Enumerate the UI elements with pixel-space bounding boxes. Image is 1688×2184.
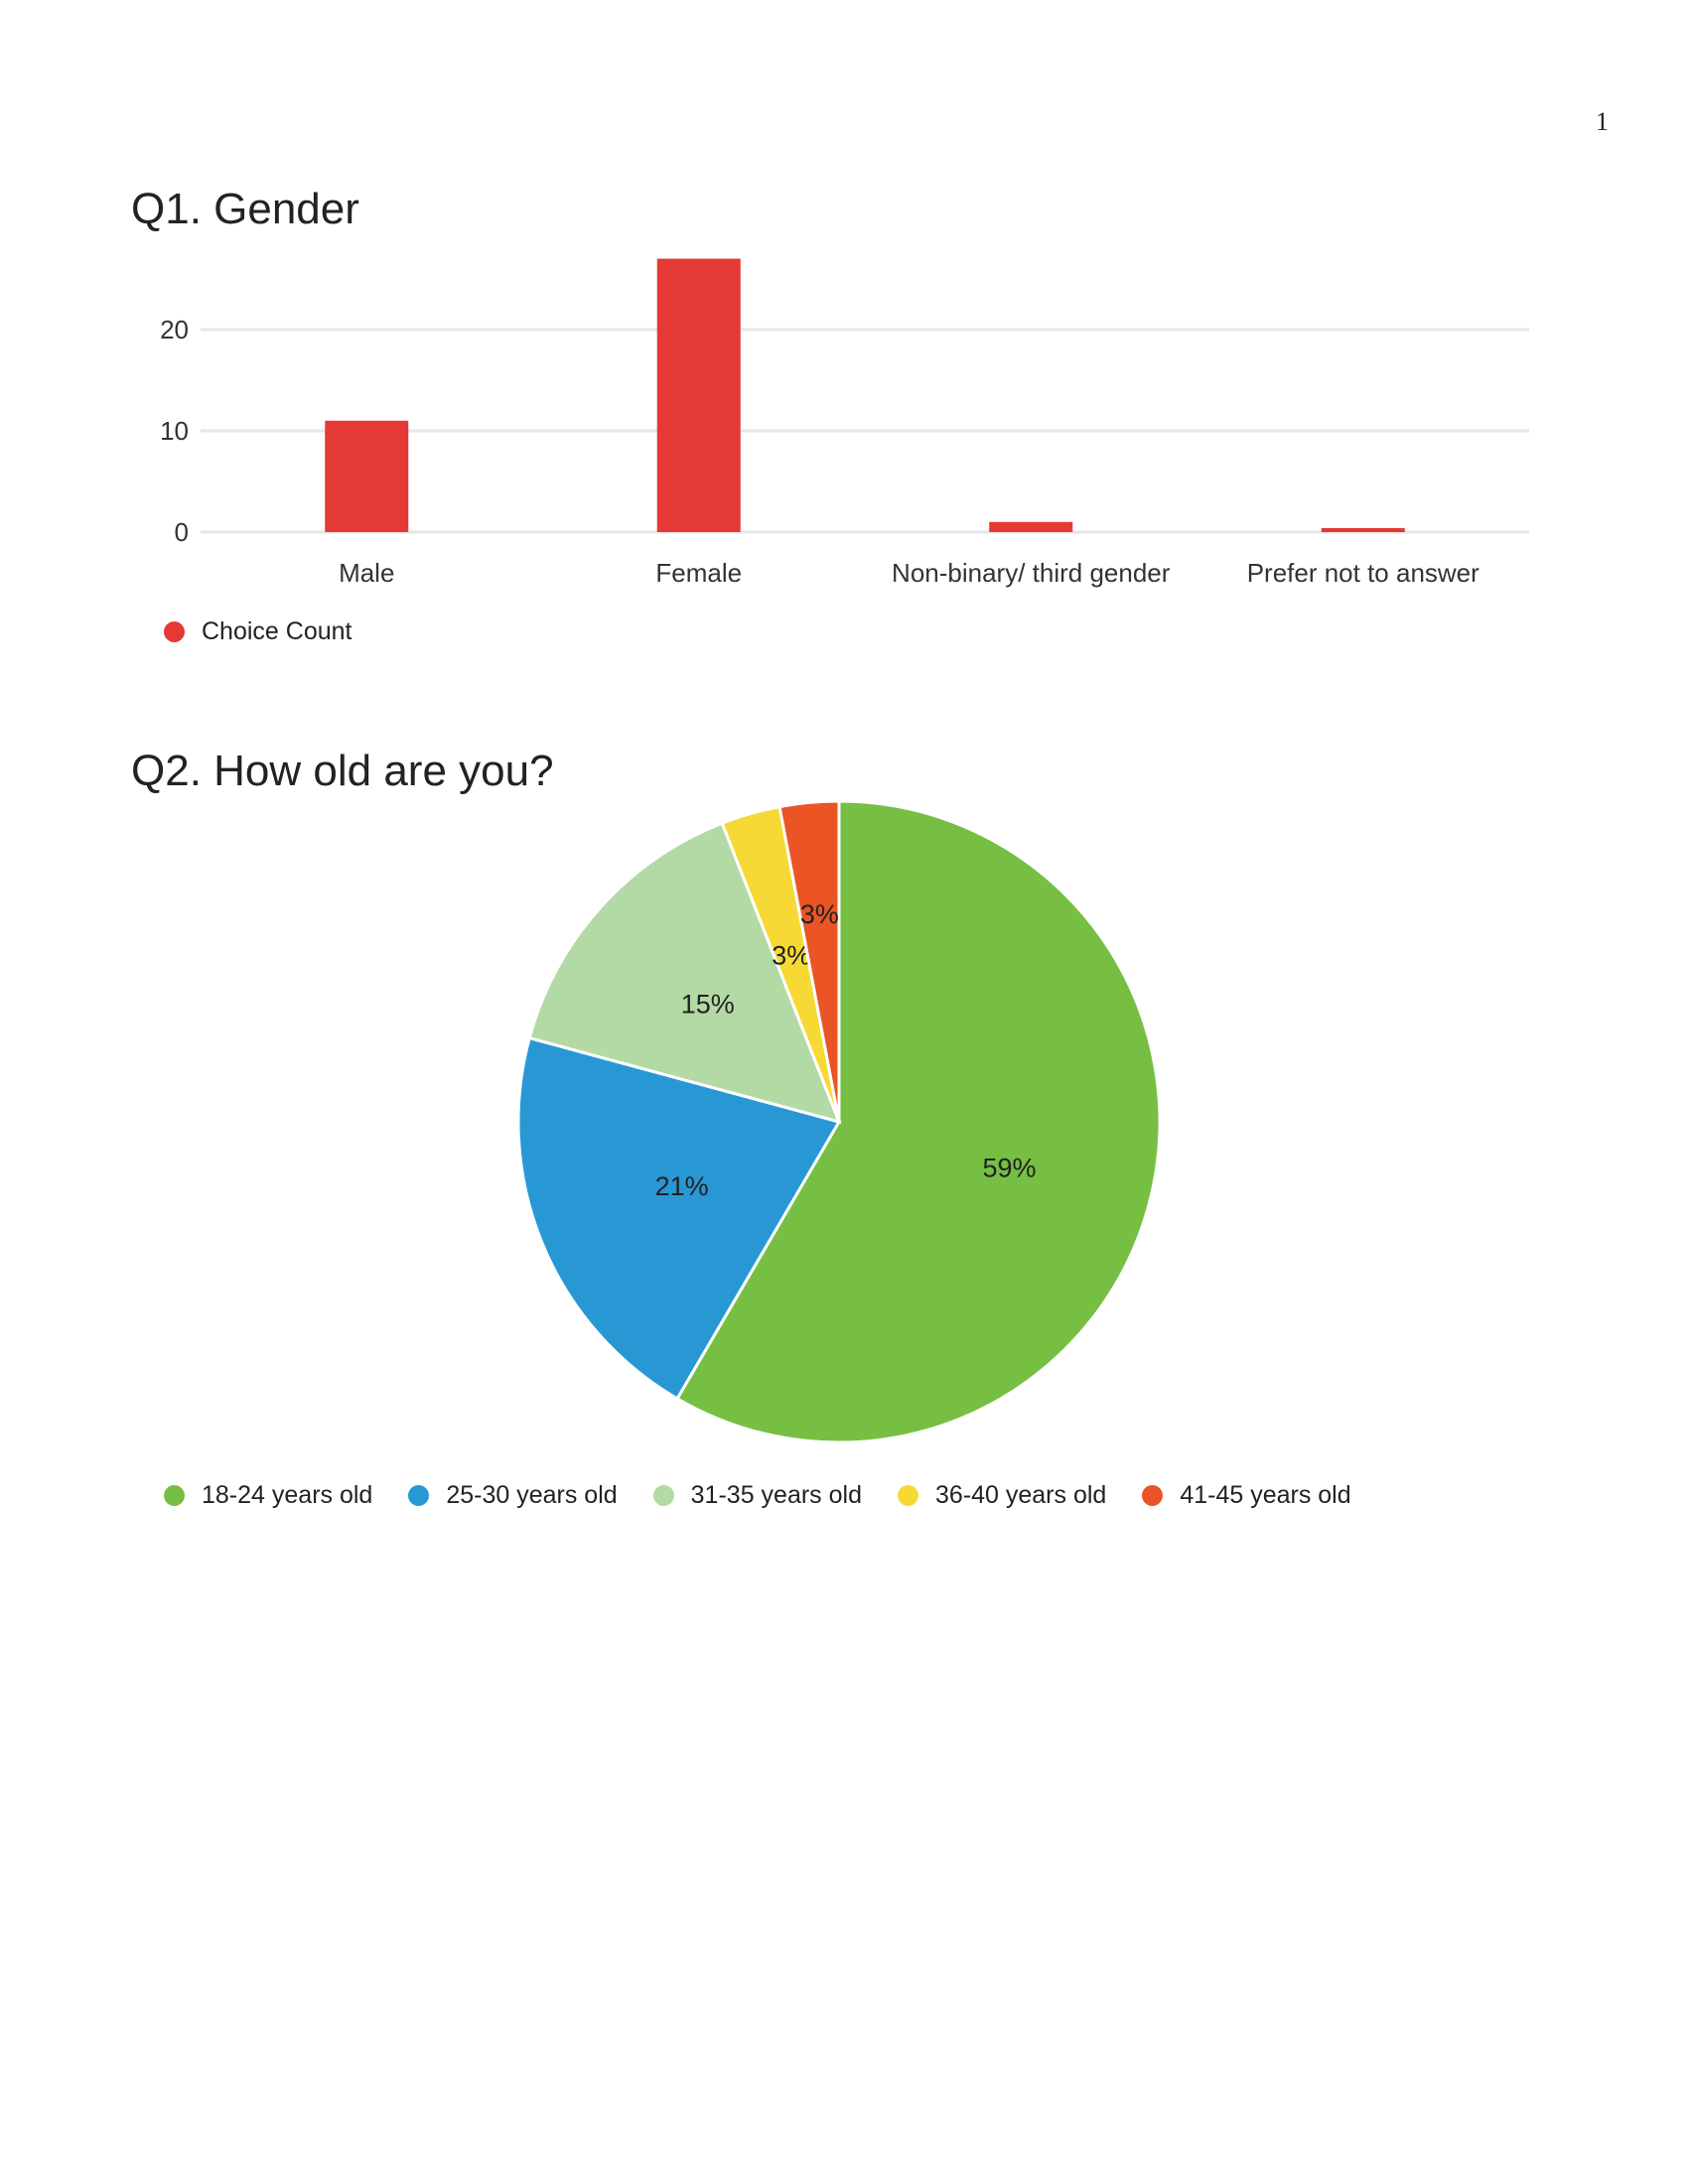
legend-label: Choice Count xyxy=(202,617,352,645)
legend-item: Choice Count xyxy=(164,617,352,646)
pie-slice xyxy=(527,821,842,1125)
age-chart-title: Q2. How old are you? xyxy=(131,747,554,795)
bar xyxy=(1321,527,1405,532)
bar xyxy=(989,521,1073,532)
legend-item: 41-45 years old xyxy=(1142,1481,1351,1510)
bar xyxy=(656,258,741,532)
pie-slice xyxy=(777,799,841,1123)
legend-label: 41-45 years old xyxy=(1180,1481,1351,1509)
age-chart-legend: 18-24 years old 25-30 years old 31-35 year… xyxy=(164,1481,1387,1510)
legend-swatch xyxy=(1142,1485,1164,1506)
slice-value-label: 21% xyxy=(655,1171,709,1201)
y-tick-label: 10 xyxy=(160,416,189,446)
legend-swatch xyxy=(408,1485,430,1506)
legend-swatch xyxy=(652,1485,674,1506)
slice-value-label: 3% xyxy=(772,940,810,970)
slice-value-label: 15% xyxy=(681,989,735,1019)
legend-swatch xyxy=(164,1485,185,1506)
gender-chart-legend: Choice Count xyxy=(164,617,387,646)
y-tick-label: 0 xyxy=(175,517,189,547)
legend-item: 18-24 years old xyxy=(164,1481,372,1510)
gender-chart-title: Q1. Gender xyxy=(131,185,359,233)
legend-item: 36-40 years old xyxy=(897,1481,1107,1510)
pie-slice xyxy=(674,799,1162,1444)
legend-label: 31-35 years old xyxy=(690,1481,862,1509)
x-tick-label: Male xyxy=(339,558,394,588)
slice-value-label: 59% xyxy=(982,1153,1036,1182)
age-pie-chart: 59% 21% 15% 3% 3% xyxy=(516,799,1162,1444)
legend-label: 25-30 years old xyxy=(446,1481,618,1509)
x-tick-label: Prefer not to answer xyxy=(1247,558,1479,588)
legend-label: 36-40 years old xyxy=(934,1481,1107,1509)
legend-swatch xyxy=(164,621,185,642)
gender-bar-chart: 0 10 20 Male Female Non-binary/ third gender P… xyxy=(160,258,1529,588)
x-tick-label: Non-binary/ third gender xyxy=(892,558,1171,588)
slice-value-label: 3% xyxy=(800,899,839,929)
legend-label: 18-24 years old xyxy=(202,1481,373,1509)
legend-item: 25-30 years old xyxy=(408,1481,618,1510)
x-tick-label: Female xyxy=(655,558,742,588)
legend-swatch xyxy=(897,1485,918,1506)
page-number: 1 xyxy=(1596,107,1609,136)
bar xyxy=(325,420,409,532)
legend-item: 31-35 years old xyxy=(652,1481,862,1510)
pie-slice xyxy=(516,1035,842,1401)
y-tick-label: 20 xyxy=(160,315,189,344)
